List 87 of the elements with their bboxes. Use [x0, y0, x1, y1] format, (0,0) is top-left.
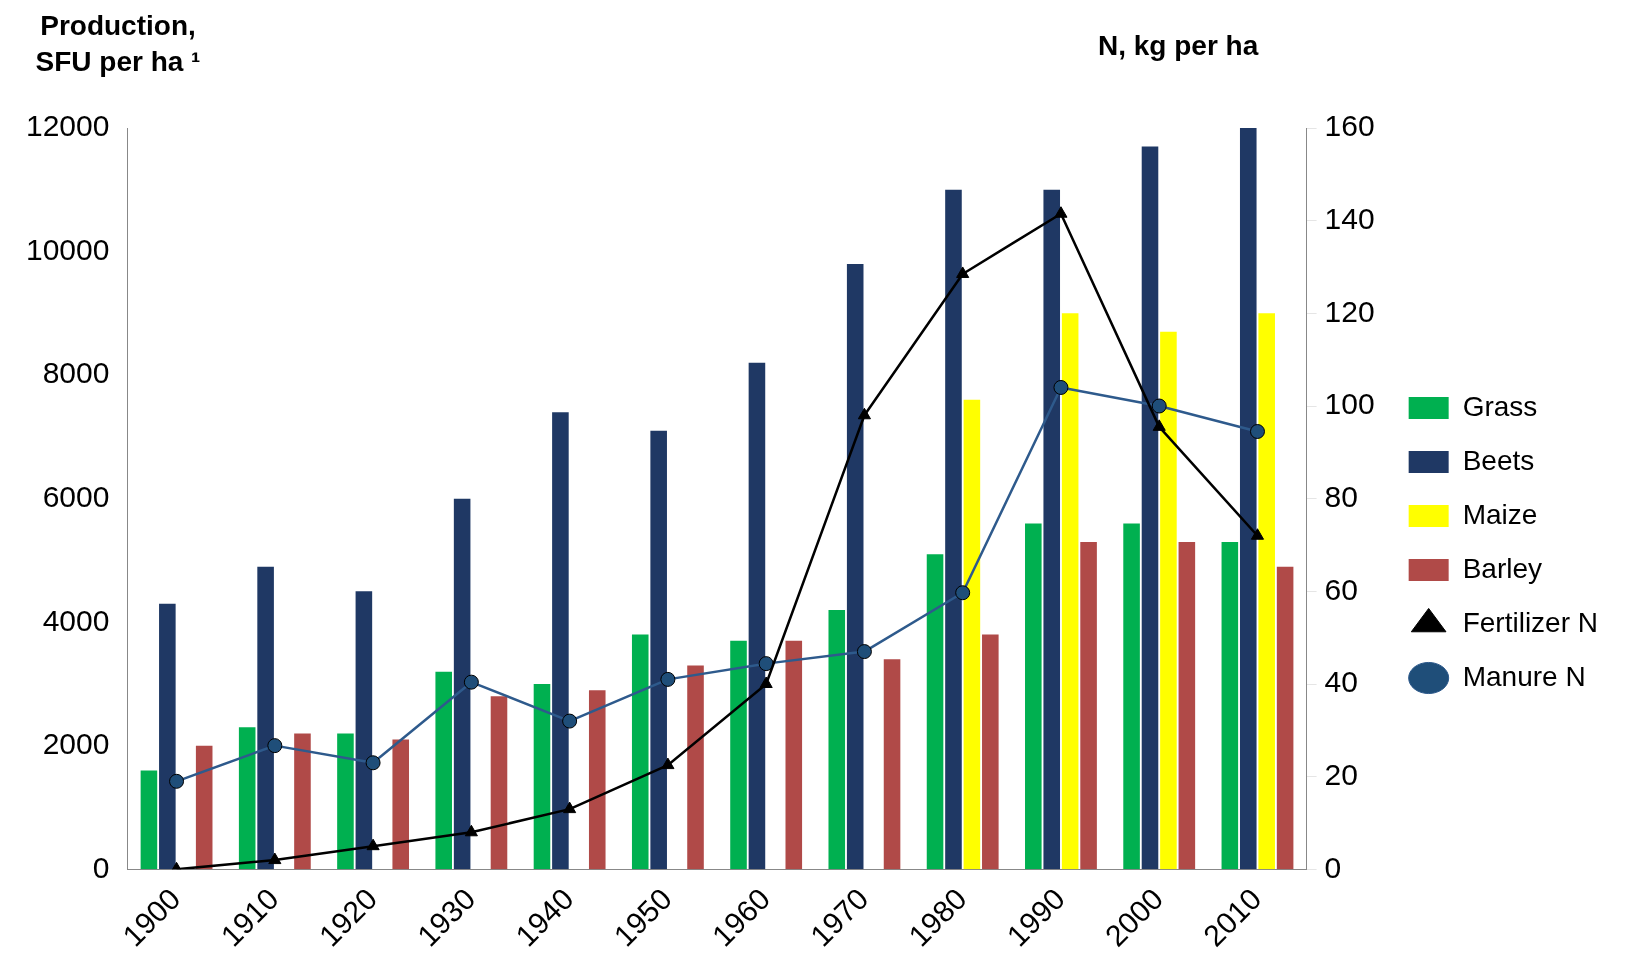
point — [660, 671, 676, 687]
point — [267, 738, 283, 754]
bar — [945, 189, 962, 870]
y2-tick-label: 80 — [1324, 479, 1358, 513]
point — [1053, 379, 1069, 395]
y-axis-title: Production, SFU per ha ¹ — [34, 9, 202, 80]
y-tick-label: 8000 — [42, 356, 110, 390]
bar — [631, 634, 649, 870]
bar — [650, 430, 667, 870]
bar — [926, 554, 944, 870]
y2-tick-label: 100 — [1324, 387, 1375, 421]
bar — [846, 263, 864, 870]
bar — [1160, 331, 1177, 870]
bar — [982, 634, 999, 870]
y2-tick-label: 160 — [1324, 109, 1375, 143]
point — [856, 644, 872, 660]
bar — [1178, 541, 1196, 870]
bar — [1258, 313, 1275, 870]
point — [463, 674, 479, 690]
y2-tick-label: 60 — [1324, 572, 1358, 606]
bar — [140, 770, 158, 870]
bar — [257, 566, 274, 870]
y-tick-label: 6000 — [42, 479, 110, 513]
y-tick-label: 4000 — [42, 603, 110, 637]
bar — [355, 591, 373, 870]
bar — [588, 690, 606, 870]
point — [562, 713, 578, 729]
y2-tick-label: 140 — [1324, 201, 1375, 235]
point — [464, 824, 478, 837]
bar — [435, 671, 453, 870]
point — [169, 773, 185, 789]
point — [661, 757, 675, 770]
point — [365, 755, 381, 771]
bar — [785, 640, 803, 870]
bar — [490, 696, 508, 870]
point — [1152, 419, 1166, 431]
bar — [392, 739, 410, 870]
y-tick-label: 12000 — [25, 109, 110, 143]
bar — [533, 684, 551, 870]
point — [1151, 398, 1167, 414]
y2-tick-label: 120 — [1324, 294, 1375, 328]
y-tick-label: 0 — [92, 850, 110, 884]
bar — [828, 609, 846, 870]
bar — [1080, 541, 1097, 870]
bar — [730, 640, 747, 870]
point — [1250, 528, 1265, 540]
bar — [883, 659, 901, 870]
y2-tick-label: 40 — [1324, 665, 1358, 699]
point — [758, 656, 774, 672]
bar — [195, 745, 213, 870]
bar — [1061, 313, 1079, 870]
point — [366, 838, 380, 851]
point — [1054, 206, 1068, 218]
bar — [1025, 523, 1042, 870]
bar — [159, 603, 176, 870]
bar — [238, 727, 256, 870]
bar — [337, 733, 354, 870]
point — [759, 676, 773, 689]
y2-tick-label: 20 — [1324, 757, 1358, 791]
point — [268, 852, 282, 865]
legend-label: Manure N — [1462, 660, 1586, 692]
legend-label: Fertilizer N — [1462, 606, 1599, 638]
y-tick-label: 2000 — [42, 727, 110, 761]
legend-label: Grass — [1462, 390, 1538, 422]
bar — [687, 665, 704, 870]
bar — [963, 399, 981, 870]
point — [563, 801, 577, 814]
bar — [453, 498, 471, 870]
legend-label: Maize — [1462, 498, 1538, 530]
bar — [748, 362, 766, 870]
point — [955, 585, 971, 601]
legend-label: Beets — [1462, 444, 1535, 476]
bar — [1239, 128, 1257, 870]
point — [1249, 423, 1265, 439]
point — [857, 407, 871, 420]
bar — [1043, 189, 1061, 870]
bar — [1141, 146, 1159, 870]
bar — [294, 733, 311, 870]
point — [956, 266, 970, 278]
bar — [552, 412, 569, 870]
bar — [1123, 523, 1140, 870]
bar — [1221, 541, 1239, 870]
bar — [1276, 566, 1294, 870]
legend-label: Barley — [1462, 552, 1543, 584]
y2-axis-title: N, kg per ha — [1098, 30, 1259, 62]
y2-tick-label: 0 — [1324, 850, 1342, 884]
y-tick-label: 10000 — [25, 232, 110, 266]
